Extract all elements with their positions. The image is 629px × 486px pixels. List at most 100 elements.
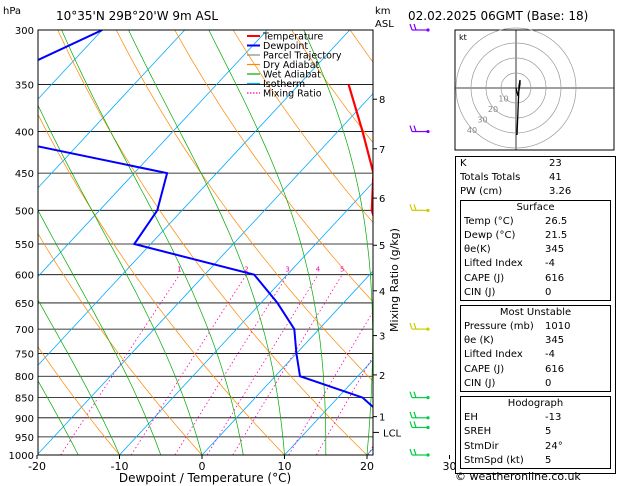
index-value: 3.26: [549, 186, 572, 198]
hodograph-frame: [454, 29, 615, 151]
plot-frame: [37, 29, 374, 456]
surface-box: Surface Temp (°C) 26.5 Dewp (°C) 21.5 θe(K) 3…: [460, 199, 611, 301]
index-value: -13: [545, 412, 562, 424]
footer-credit[interactable]: © weatheronline.co.uk: [455, 470, 581, 483]
index-label: Pressure (mb): [464, 321, 534, 333]
hodograph-ring: [485, 57, 547, 119]
wet-adiabat-line: [61, 30, 244, 455]
mixing-ratio-tick-label: 5: [340, 266, 344, 274]
index-value: -4: [545, 258, 555, 270]
x-tick-label: 20: [360, 460, 374, 473]
index-label: SREH: [464, 426, 492, 438]
height-tick-label: 2: [379, 371, 385, 382]
pressure-tick-label: 500: [15, 206, 34, 217]
x-tick-label: -20: [28, 460, 46, 473]
index-value: 26.5: [545, 215, 568, 227]
legend-entry: Dry Adiabat: [263, 60, 320, 71]
index-row: Dewp (°C) 21.5: [461, 229, 610, 243]
mixing-ratio-tick-label: 1: [177, 266, 181, 274]
index-value: 345: [545, 335, 565, 347]
legend-entry: Mixing Ratio: [263, 89, 322, 100]
index-label: K: [460, 158, 467, 169]
height-tick-label: 7: [379, 145, 385, 156]
hodograph-trace: [515, 79, 521, 136]
datetime-title: 02.02.2025 06GMT (Base: 18): [408, 9, 588, 23]
lcl-label: LCL: [383, 428, 402, 439]
mixing-ratio-tick-label: 3: [285, 266, 289, 274]
isotherm-line: [38, 30, 268, 278]
index-row: Totals Totals 41: [456, 171, 615, 185]
surface-title: Surface: [516, 201, 555, 213]
index-label: StmSpd (kt): [464, 454, 524, 466]
mixing-ratio-tick-label: 2: [244, 266, 248, 274]
pressure-tick-label: 450: [15, 169, 34, 180]
dry-adiabat-line: [174, 30, 373, 303]
wet-adiabat-line: [208, 30, 327, 455]
hodograph-unit: kt: [459, 33, 467, 42]
index-value: 616: [545, 363, 565, 375]
index-label: Totals Totals: [460, 172, 521, 184]
mixing-ratio-line: [60, 274, 180, 455]
index-label: Dewp (°C): [464, 229, 516, 241]
pressure-tick-label: 1000: [9, 451, 34, 462]
height-tick-label: 3: [379, 332, 385, 343]
wet-adiabat-line: [128, 30, 285, 455]
wind-barb: [409, 391, 430, 400]
hodograph-ring-label: 40: [467, 126, 477, 135]
index-value: 1010: [545, 321, 571, 333]
legend-entry: Parcel Trajectory: [263, 51, 342, 62]
isotherm-line: [119, 181, 373, 455]
pressure-tick-label: 850: [15, 394, 34, 405]
index-value: 5: [545, 426, 552, 438]
x-tick-label: 10: [278, 460, 292, 473]
index-row: SREH 5: [461, 425, 610, 439]
mixing-ratio-line: [130, 274, 247, 455]
parcel-trajectory-curve: [407, 84, 443, 455]
isotherm-line: [38, 30, 351, 366]
index-row: CAPE (J) 616: [461, 363, 610, 377]
mixing-ratio-line: [288, 310, 373, 455]
x-axis-label: Dewpoint / Temperature (°C): [119, 471, 291, 485]
isotherm-line: [38, 93, 373, 455]
mixing-ratio-tick-label: 10: [417, 266, 426, 274]
hodograph-box: Hodograph EH -13 SREH 5 StmDir 24° StmSpd (kt)…: [460, 396, 611, 469]
legend-entry: Isotherm: [263, 79, 305, 90]
index-label: EH: [464, 412, 478, 424]
dry-adiabat-line: [232, 30, 373, 224]
x-tick-label: 0: [199, 460, 206, 473]
index-label: CAPE (J): [464, 363, 505, 375]
index-label: θe(K): [464, 244, 491, 256]
pressure-tick-label: 900: [15, 414, 34, 425]
wind-barb: [409, 411, 430, 420]
hodograph-ring: [455, 27, 577, 149]
index-label: CIN (J): [464, 377, 496, 389]
height-tick-label: 1: [379, 413, 385, 424]
index-row: θe(K) 345: [461, 243, 610, 257]
wet-adiabat-line: [38, 380, 79, 455]
profile-curves: 12345810152025: [38, 30, 443, 455]
isotherm-line: [284, 359, 373, 455]
dewpoint-curve: [38, 30, 373, 409]
pressure-tick-label: 600: [15, 271, 34, 282]
index-value: 21.5: [545, 229, 568, 241]
index-label: θe (K): [464, 335, 494, 347]
height-unit-asl: ASL: [375, 19, 394, 30]
index-row: StmSpd (kt) 5: [461, 454, 610, 468]
index-value: 616: [545, 272, 565, 284]
index-value: 0: [545, 377, 552, 389]
index-value: 0: [545, 286, 552, 298]
index-value: -4: [545, 349, 555, 361]
index-label: Temp (°C): [464, 215, 514, 227]
pressure-tick-label: 400: [15, 128, 34, 139]
index-row: θe (K) 345: [461, 334, 610, 348]
index-label: CAPE (J): [464, 272, 505, 284]
index-row: Lifted Index -4: [461, 348, 610, 362]
pressure-tick-label: 650: [15, 299, 34, 310]
hodograph-ring-label: 30: [477, 116, 487, 125]
axes: 3003504004505005506006507007508008509009…: [9, 26, 539, 473]
pressure-tick-label: 700: [15, 325, 34, 336]
height-unit-km: km: [375, 6, 391, 17]
index-label: Lifted Index: [464, 349, 523, 361]
wet-adiabat-line: [38, 104, 203, 455]
most-unstable-box: Most Unstable Pressure (mb) 1010 θe (K) 345…: [460, 304, 611, 392]
